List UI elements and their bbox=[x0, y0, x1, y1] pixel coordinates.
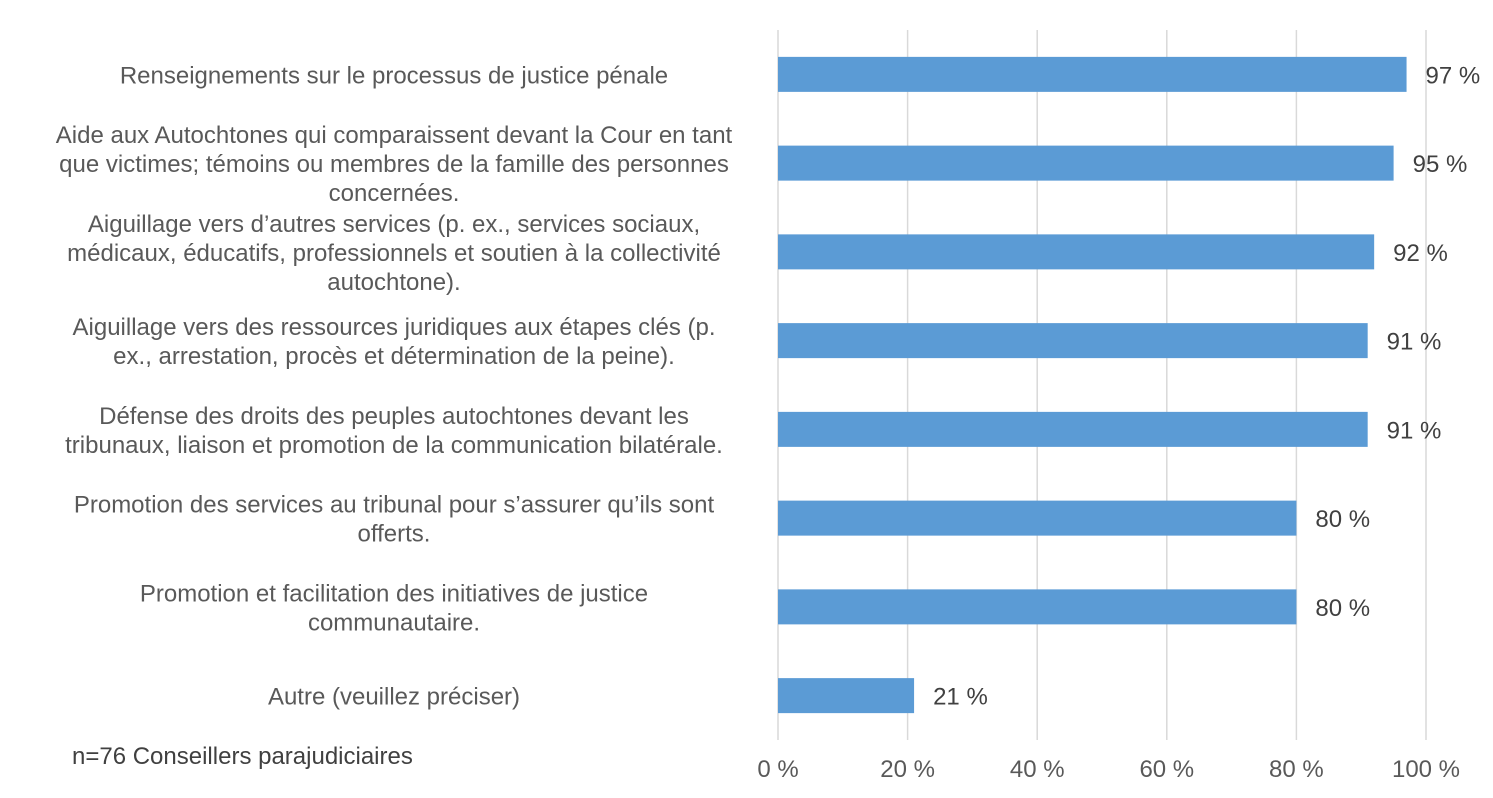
x-tick-label-40: 40 % bbox=[1010, 756, 1065, 783]
category-label-5: Défense des droits des peuples autochton… bbox=[65, 403, 723, 459]
value-label-4: 91 % bbox=[1387, 329, 1442, 356]
value-label-3: 92 % bbox=[1393, 240, 1448, 267]
bar-1 bbox=[778, 56, 1407, 92]
category-label-1: Renseignements sur le processus de justi… bbox=[120, 62, 668, 89]
category-label-4: Aiguillage vers des ressources juridique… bbox=[73, 314, 716, 370]
category-label-3: Aiguillage vers d’autres services (p. ex… bbox=[67, 211, 721, 296]
bar-6 bbox=[778, 500, 1297, 536]
category-labels: Renseignements sur le processus de justi… bbox=[56, 62, 733, 710]
value-label-7: 80 % bbox=[1315, 595, 1370, 622]
value-label-6: 80 % bbox=[1315, 506, 1370, 533]
bar-8 bbox=[778, 678, 915, 714]
bars bbox=[778, 56, 1407, 714]
x-tick-label-20: 20 % bbox=[880, 756, 935, 783]
value-label-5: 91 % bbox=[1387, 417, 1442, 444]
bar-3 bbox=[778, 234, 1375, 270]
category-label-8: Autre (veuillez préciser) bbox=[268, 684, 520, 711]
x-tick-label-80: 80 % bbox=[1269, 756, 1324, 783]
bar-2 bbox=[778, 145, 1394, 181]
gridlines bbox=[777, 30, 1427, 740]
value-labels: 97 % 95 % 92 % 91 % 91 % 80 % 80 % 21 % bbox=[933, 62, 1480, 710]
bar-4 bbox=[778, 323, 1368, 359]
x-tick-label-100: 100 % bbox=[1392, 756, 1460, 783]
x-axis-tick-labels: 0 % 20 % 40 % 60 % 80 % 100 % bbox=[757, 756, 1460, 783]
value-label-2: 95 % bbox=[1413, 151, 1468, 178]
category-label-6: Promotion des services au tribunal pour … bbox=[74, 492, 715, 548]
value-label-8: 21 % bbox=[933, 684, 988, 711]
x-tick-label-0: 0 % bbox=[757, 756, 798, 783]
category-label-2: Aide aux Autochtones qui comparaissent d… bbox=[56, 122, 733, 207]
bar-7 bbox=[778, 589, 1297, 625]
x-tick-label-60: 60 % bbox=[1139, 756, 1194, 783]
category-label-7: Promotion et facilitation des initiative… bbox=[140, 580, 648, 636]
value-label-1: 97 % bbox=[1426, 62, 1481, 89]
sample-note: n=76 Conseillers parajudiciaires bbox=[72, 743, 413, 770]
bar-5 bbox=[778, 411, 1368, 447]
